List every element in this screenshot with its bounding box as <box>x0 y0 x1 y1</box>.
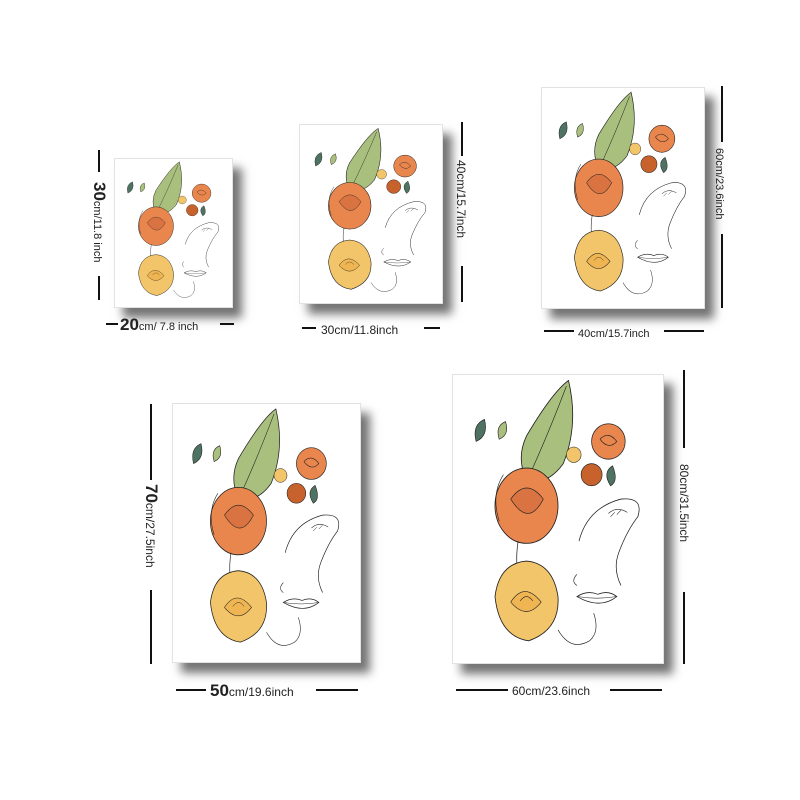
height-label-number: 70 <box>142 484 161 503</box>
width-label-text: 30cm/11.8inch <box>321 323 399 337</box>
height-label-unit: cm/11.8 inch <box>91 200 103 263</box>
height-label-text: 60cm/23.6inch <box>713 148 725 220</box>
floral-face-artwork <box>474 380 640 645</box>
height-label: 80cm/31.5inch <box>676 464 692 542</box>
width-label: 40cm/15.7inch <box>578 325 650 341</box>
height-dimension-line <box>683 370 685 448</box>
width-dimension-line <box>544 330 574 332</box>
floral-face-artwork <box>192 408 340 646</box>
width-dimension-line <box>302 327 316 329</box>
poster-40x60 <box>541 87 705 309</box>
width-label: 60cm/23.6inch <box>512 683 590 699</box>
height-dimension-line <box>461 122 463 156</box>
poster-30x40 <box>299 124 443 304</box>
width-dimension-line <box>106 323 118 325</box>
width-label: 30cm/11.8inch <box>321 322 398 338</box>
width-label-unit: cm/19.6inch <box>228 685 294 699</box>
height-label-text: 40cm/15.7inch <box>454 160 468 239</box>
width-label-text: 40cm/15.7inch <box>578 328 650 340</box>
width-label-number: 20 <box>120 315 139 334</box>
height-dimension-line <box>150 404 152 480</box>
poster-20x30 <box>114 158 233 308</box>
height-label: 40cm/15.7inch <box>453 160 469 238</box>
height-label-number: 30 <box>90 182 109 201</box>
floral-face-artwork <box>558 91 686 295</box>
width-label-unit: cm/ 7.8 inch <box>138 321 199 333</box>
height-label: 70cm/27.5inch <box>142 484 161 568</box>
width-dimension-line <box>176 689 206 691</box>
poster-50x70 <box>172 403 361 663</box>
width-dimension-line <box>456 689 508 691</box>
width-label: 50cm/19.6inch <box>210 682 294 700</box>
height-dimension-line <box>721 86 723 142</box>
width-label-text: 60cm/23.6inch <box>512 684 591 698</box>
poster-60x80 <box>452 374 664 664</box>
width-label-number: 50 <box>210 681 229 700</box>
height-label: 60cm/23.6inch <box>712 148 728 220</box>
width-label: 20cm/ 7.8 inch <box>120 316 198 334</box>
floral-face-artwork <box>314 128 427 292</box>
height-label-unit: cm/27.5inch <box>143 502 157 568</box>
floral-face-artwork <box>127 161 219 298</box>
height-label-text: 80cm/31.5inch <box>677 464 691 543</box>
height-dimension-line <box>98 150 100 172</box>
height-label: 30cm/11.8 inch <box>90 182 109 263</box>
